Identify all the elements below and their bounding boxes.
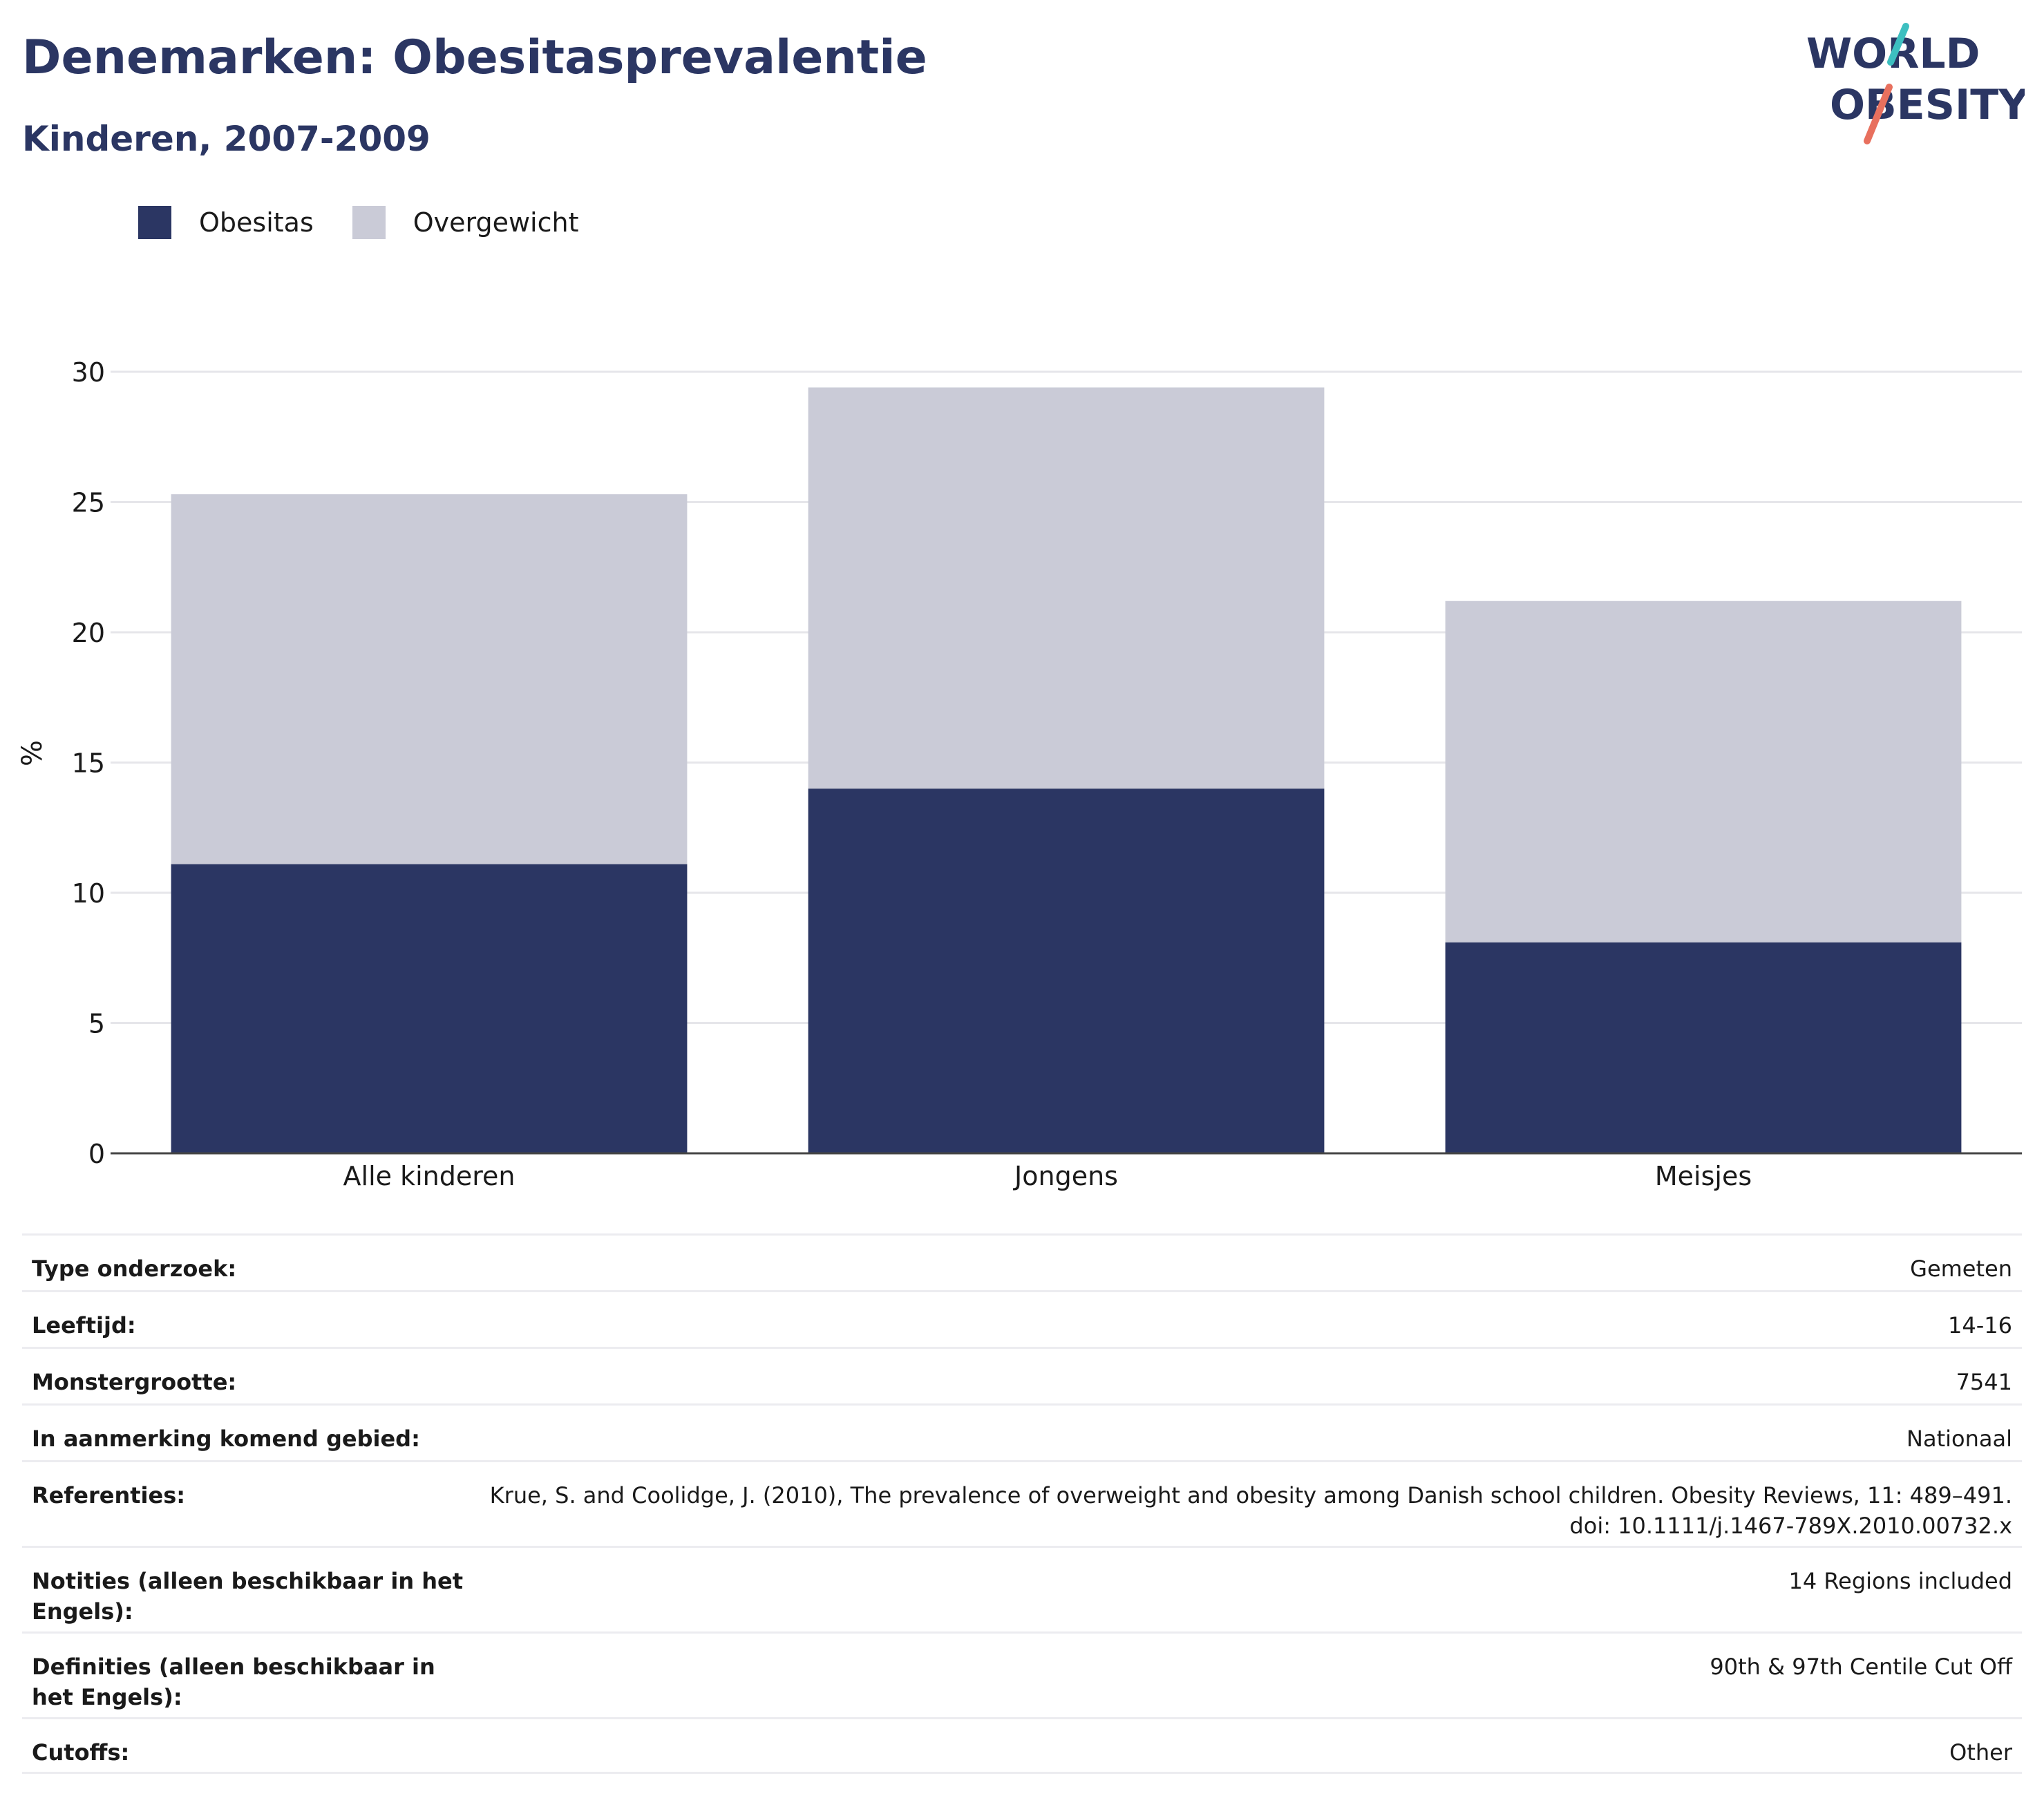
metadata-value: Krue, S. and Coolidge, J. (2010), The pr…	[489, 1482, 2012, 1539]
legend-label-overgewicht: Overgewicht	[413, 207, 579, 238]
legend-item-obesitas[interactable]: Obesitas	[138, 206, 314, 239]
metadata-label: In aanmerking komend gebied:	[32, 1426, 420, 1452]
metadata-label: Referenties:	[32, 1482, 186, 1508]
metadata-label: Monstergrootte:	[32, 1369, 237, 1395]
metadata-label: Cutoffs:	[32, 1739, 130, 1766]
legend-swatch-obesitas	[138, 206, 171, 239]
metadata-row: In aanmerking komend gebied: Nationaal	[22, 1403, 2022, 1460]
y-axis-ticks: 0 5 10 15 20 25 30	[72, 357, 105, 1169]
y-tick-label: 25	[72, 488, 105, 518]
metadata-value: 14 Regions included	[1788, 1568, 2012, 1594]
logo-slash-coral	[1864, 84, 1893, 144]
y-tick-label: 10	[72, 878, 105, 909]
legend-label-obesitas: Obesitas	[199, 207, 314, 238]
chart-title: Denemarken: Obesitasprevalentie	[22, 30, 927, 85]
bars	[171, 387, 1962, 1153]
x-tick-label: Alle kinderen	[343, 1161, 515, 1191]
logo-word-obesity: OBESITY	[1830, 81, 2025, 129]
metadata-label: Notities (alleen beschikbaar in het Enge…	[32, 1568, 464, 1625]
stacked-bar-chart: 0 5 10 15 20 25 30 Alle kinderen Jongens Meisjes…	[17, 357, 2022, 1191]
logo-slash-teal	[1887, 23, 1909, 66]
chart-legend: Obesitas Overgewicht	[138, 205, 618, 240]
y-tick-label: 20	[72, 618, 105, 648]
legend-item-overgewicht[interactable]: Overgewicht	[352, 206, 579, 239]
y-tick-label: 0	[88, 1139, 105, 1169]
bar-overgewicht-1[interactable]	[808, 387, 1325, 789]
metadata-row: Referenties: Krue, S. and Coolidge, J. (2…	[22, 1460, 2022, 1546]
metadata-row: Definities (alleen beschikbaar in het En…	[22, 1631, 2022, 1717]
metadata-row: Notities (alleen beschikbaar in het Enge…	[22, 1546, 2022, 1631]
metadata-row: Type onderzoek: Gemeten	[22, 1233, 2022, 1290]
chart-subtitle: Kinderen, 2007-2009	[22, 119, 430, 159]
metadata-label: Definities (alleen beschikbaar in het En…	[32, 1654, 435, 1710]
metadata-label: Type onderzoek:	[32, 1256, 237, 1282]
x-tick-label: Jongens	[1013, 1161, 1118, 1191]
metadata-row: Monstergrootte: 7541	[22, 1347, 2022, 1403]
metadata-value: 90th & 97th Centile Cut Off	[1710, 1654, 2012, 1680]
bar-obesitas-2[interactable]	[1445, 942, 1962, 1153]
metadata-table: Type onderzoek: Gemeten Leeftijd: 14-16 Mons…	[22, 1233, 2022, 1774]
world-obesity-logo: WORLD OBESITY	[1806, 23, 2025, 144]
bar-obesitas-0[interactable]	[171, 864, 688, 1153]
metadata-value: 7541	[1956, 1369, 2012, 1395]
metadata-row: Leeftijd: 14-16	[22, 1290, 2022, 1347]
metadata-value: Gemeten	[1910, 1256, 2012, 1282]
bar-overgewicht-0[interactable]	[171, 494, 688, 864]
metadata-row: Cutoffs: Other	[22, 1717, 2022, 1774]
metadata-label: Leeftijd:	[32, 1312, 136, 1339]
metadata-value: Other	[1949, 1739, 2012, 1766]
metadata-value: Nationaal	[1906, 1426, 2012, 1452]
metadata-value: 14-16	[1948, 1312, 2012, 1339]
y-tick-label: 5	[88, 1009, 105, 1039]
y-axis-label: %	[17, 740, 48, 766]
y-tick-label: 30	[72, 357, 105, 388]
bar-obesitas-1[interactable]	[808, 788, 1325, 1153]
x-tick-label: Meisjes	[1655, 1161, 1752, 1191]
bar-overgewicht-2[interactable]	[1445, 600, 1962, 943]
x-axis-labels: Alle kinderen Jongens Meisjes	[343, 1161, 1752, 1191]
legend-swatch-overgewicht	[352, 206, 386, 239]
y-tick-label: 15	[72, 748, 105, 779]
